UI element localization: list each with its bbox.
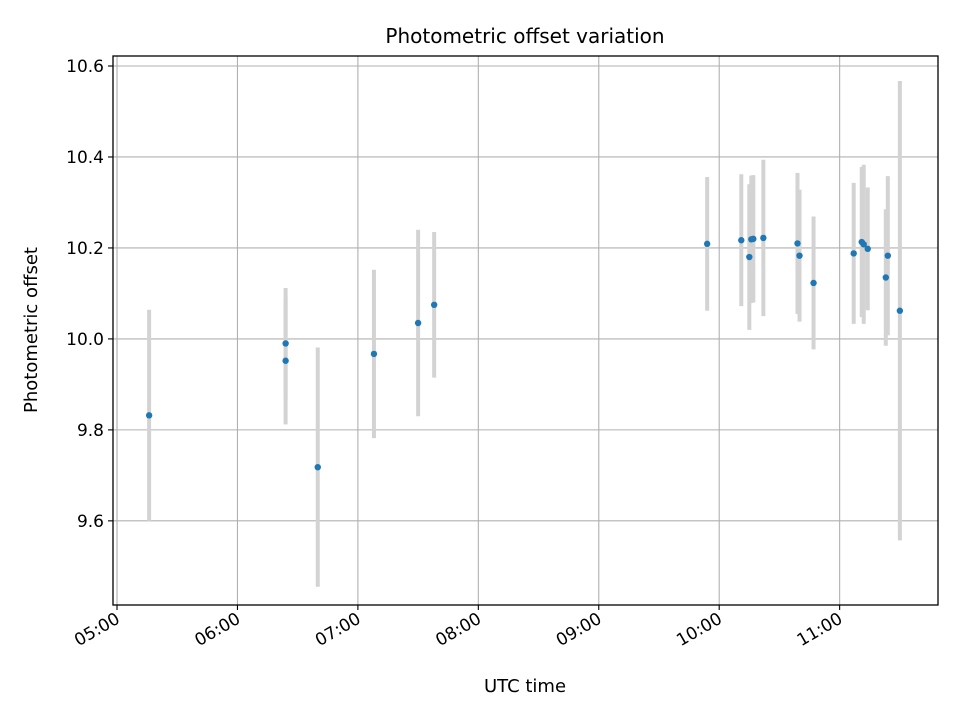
data-point [864, 245, 871, 253]
y-axis-ticks: 9.6 9.8 10.0 10.2 10.4 10.6 [66, 57, 113, 532]
plot-area-frame [112, 55, 939, 606]
data-point [430, 301, 438, 309]
data-point [860, 241, 867, 248]
data-point [794, 240, 801, 247]
data-point [370, 350, 378, 358]
data-point [746, 253, 753, 261]
data-point [884, 252, 892, 259]
y-tick-label: 10.6 [66, 57, 104, 77]
data-point [796, 252, 803, 259]
data-point [850, 250, 857, 257]
data-point [750, 235, 757, 243]
data-point [810, 279, 817, 287]
grid [113, 56, 938, 605]
data-point [414, 319, 422, 327]
data-point [145, 412, 153, 419]
y-tick-label: 9.8 [77, 421, 104, 441]
y-tick-label: 10.2 [66, 239, 104, 259]
data-point [314, 463, 321, 471]
x-axis-label: UTC time [484, 676, 566, 697]
data-point [703, 240, 711, 248]
data-point [896, 307, 904, 314]
data-point [738, 237, 745, 244]
y-tick-label: 9.6 [77, 512, 104, 532]
data-point [760, 234, 767, 242]
data-points [145, 234, 904, 471]
data-point [282, 357, 289, 364]
y-tick-label: 10.4 [66, 148, 104, 168]
chart-title: Photometric offset variation [385, 24, 664, 48]
y-tick-label: 10.0 [66, 330, 104, 350]
data-point [882, 274, 890, 281]
y-axis-label: Photometric offset [21, 247, 42, 413]
data-point [282, 340, 289, 347]
